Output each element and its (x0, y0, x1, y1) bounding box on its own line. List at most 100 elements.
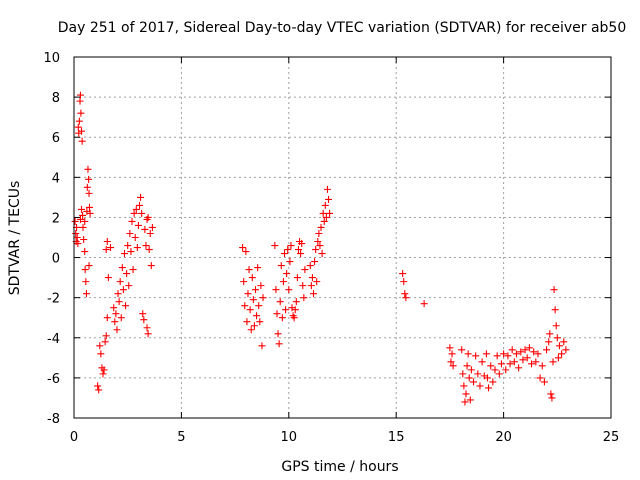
data-point-marker (538, 362, 546, 370)
data-point-marker (493, 352, 501, 360)
data-point-marker (114, 290, 122, 298)
data-point-marker (316, 242, 324, 250)
data-point-marker (546, 330, 554, 338)
data-point-marker (96, 342, 104, 350)
data-point-marker (276, 298, 284, 306)
data-point-marker (508, 346, 516, 354)
data-point-marker (552, 322, 560, 330)
data-point-marker (278, 314, 286, 322)
y-tick-label: 0 (52, 252, 60, 267)
data-point-marker (125, 282, 133, 290)
data-point-marker (94, 382, 102, 390)
data-point-marker (470, 378, 478, 386)
data-point-marker (81, 248, 89, 256)
data-point-marker (115, 298, 123, 306)
data-point-marker (128, 217, 136, 225)
grid (74, 57, 611, 418)
data-point-marker (495, 370, 503, 378)
data-point-marker (562, 346, 570, 354)
data-point-marker (530, 348, 538, 356)
chart-title: Day 251 of 2017, Sidereal Day-to-day VTE… (58, 20, 627, 36)
data-point-marker (297, 250, 305, 258)
data-point-marker (74, 123, 82, 131)
data-point-marker (112, 310, 120, 318)
data-point-marker (99, 370, 107, 378)
data-point-marker (281, 250, 289, 258)
data-point-marker (300, 294, 308, 302)
data-point-marker (504, 352, 512, 360)
data-point-marker (122, 302, 130, 310)
data-point-marker (311, 258, 319, 266)
data-point-marker (459, 370, 467, 378)
data-point-marker (76, 215, 84, 223)
data-point-marker (110, 304, 118, 312)
data-point-marker (476, 382, 484, 390)
data-point-marker (472, 352, 480, 360)
data-point-marker (244, 290, 252, 298)
data-point-marker (461, 398, 469, 406)
data-point-marker (79, 211, 87, 219)
data-point-marker (132, 205, 140, 213)
data-point-marker (80, 236, 88, 244)
data-point-marker (144, 330, 152, 338)
data-point-marker (246, 306, 254, 314)
data-point-marker (123, 270, 131, 278)
data-point-marker (466, 396, 474, 404)
data-point-marker (86, 209, 94, 217)
data-point-marker (258, 342, 266, 350)
data-point-marker (100, 366, 108, 374)
data-point-marker (307, 282, 315, 290)
data-point-marker (78, 205, 86, 213)
data-point-marker (136, 201, 144, 209)
data-point-marker (515, 364, 523, 372)
data-point-marker (138, 209, 146, 217)
data-point-marker (116, 278, 124, 286)
data-point-marker (126, 229, 134, 237)
data-point-marker (95, 386, 103, 394)
data-point-marker (467, 366, 475, 374)
data-point-marker (139, 310, 147, 318)
data-point-marker (245, 266, 253, 274)
data-point-marker (315, 229, 323, 237)
data-point-marker (550, 286, 558, 294)
data-point-marker (446, 344, 454, 352)
data-point-marker (113, 326, 121, 334)
data-point-marker (319, 209, 327, 217)
data-point-marker (497, 360, 505, 368)
data-point-marker (536, 374, 544, 382)
data-point-marker (540, 378, 548, 386)
data-point-marker (291, 306, 299, 314)
data-point-marker (118, 264, 126, 272)
data-point-marker (127, 248, 135, 256)
data-point-marker (448, 350, 456, 358)
data-point-marker (549, 358, 557, 366)
data-point-marker (279, 278, 287, 286)
data-point-marker (523, 354, 531, 362)
y-tick-label: -2 (47, 292, 60, 307)
data-point-marker (292, 298, 300, 306)
data-point-marker (129, 266, 137, 274)
data-point-marker (308, 274, 316, 282)
data-point-marker (555, 342, 563, 350)
data-point-marker (401, 290, 409, 298)
x-tick-label: 10 (281, 430, 298, 445)
data-point-marker (76, 91, 84, 99)
data-point-marker (521, 346, 529, 354)
data-point-marker (145, 246, 153, 254)
data-point-marker (313, 278, 321, 286)
data-point-marker (259, 294, 267, 302)
data-point-marker (146, 229, 154, 237)
data-point-marker (294, 246, 302, 254)
x-tick-label: 0 (70, 430, 78, 445)
data-point-marker (478, 358, 486, 366)
data-point-marker (104, 274, 112, 282)
y-tick-label: -4 (47, 332, 60, 347)
data-point-marker (320, 217, 328, 225)
data-point-marker (134, 221, 142, 229)
y-tick-label: 8 (52, 91, 60, 106)
data-point-marker (548, 394, 556, 402)
data-point-marker (82, 290, 90, 298)
data-point-marker (111, 318, 119, 326)
data-point-marker (326, 209, 334, 217)
